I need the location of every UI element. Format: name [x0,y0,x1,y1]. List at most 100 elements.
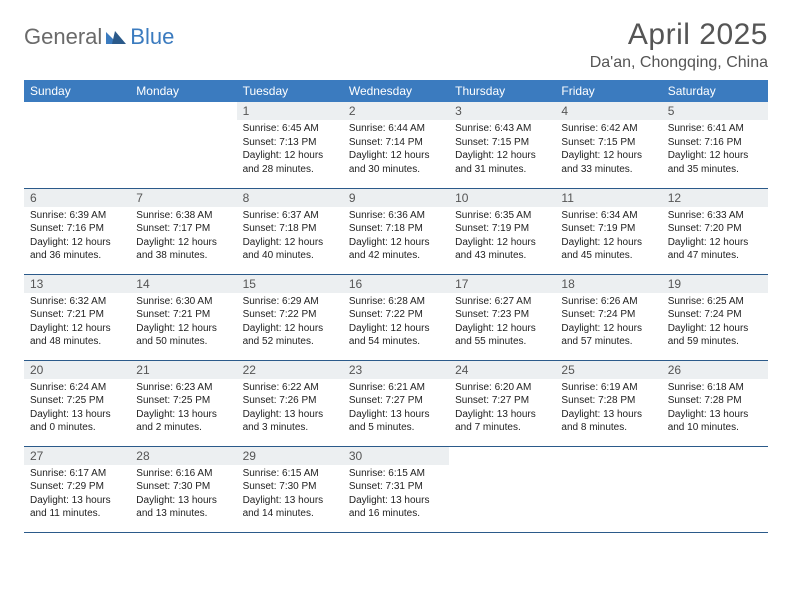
calendar-day-cell: 4Sunrise: 6:42 AMSunset: 7:15 PMDaylight… [555,102,661,188]
day-details: Sunrise: 6:30 AMSunset: 7:21 PMDaylight:… [130,293,236,353]
calendar-day-cell: .. [662,446,768,532]
day-details: Sunrise: 6:25 AMSunset: 7:24 PMDaylight:… [662,293,768,353]
logo-triangle-icon [106,24,126,50]
weekday-header: Friday [555,80,661,102]
calendar-week-row: 13Sunrise: 6:32 AMSunset: 7:21 PMDayligh… [24,274,768,360]
day-details: Sunrise: 6:37 AMSunset: 7:18 PMDaylight:… [237,207,343,267]
day-details: Sunrise: 6:45 AMSunset: 7:13 PMDaylight:… [237,120,343,180]
day-details: Sunrise: 6:15 AMSunset: 7:30 PMDaylight:… [237,465,343,525]
calendar-day-cell: 7Sunrise: 6:38 AMSunset: 7:17 PMDaylight… [130,188,236,274]
day-number: 12 [662,189,768,207]
calendar-day-cell: 10Sunrise: 6:35 AMSunset: 7:19 PMDayligh… [449,188,555,274]
day-details: Sunrise: 6:32 AMSunset: 7:21 PMDaylight:… [24,293,130,353]
day-number: 28 [130,447,236,465]
location-text: Da'an, Chongqing, China [590,54,768,72]
weekday-header-row: SundayMondayTuesdayWednesdayThursdayFrid… [24,80,768,102]
day-number: 4 [555,102,661,120]
day-details: Sunrise: 6:27 AMSunset: 7:23 PMDaylight:… [449,293,555,353]
day-details: Sunrise: 6:44 AMSunset: 7:14 PMDaylight:… [343,120,449,180]
calendar-week-row: ....1Sunrise: 6:45 AMSunset: 7:13 PMDayl… [24,102,768,188]
day-details: Sunrise: 6:29 AMSunset: 7:22 PMDaylight:… [237,293,343,353]
calendar-day-cell: 23Sunrise: 6:21 AMSunset: 7:27 PMDayligh… [343,360,449,446]
calendar-day-cell: 8Sunrise: 6:37 AMSunset: 7:18 PMDaylight… [237,188,343,274]
calendar-day-cell: .. [24,102,130,188]
calendar-table: SundayMondayTuesdayWednesdayThursdayFrid… [24,80,768,533]
calendar-day-cell: .. [555,446,661,532]
day-details: Sunrise: 6:15 AMSunset: 7:31 PMDaylight:… [343,465,449,525]
calendar-day-cell: .. [449,446,555,532]
calendar-day-cell: 28Sunrise: 6:16 AMSunset: 7:30 PMDayligh… [130,446,236,532]
header: General Blue April 2025 Da'an, Chongqing… [24,18,768,72]
calendar-day-cell: 26Sunrise: 6:18 AMSunset: 7:28 PMDayligh… [662,360,768,446]
day-details: Sunrise: 6:42 AMSunset: 7:15 PMDaylight:… [555,120,661,180]
weekday-header: Monday [130,80,236,102]
calendar-day-cell: 17Sunrise: 6:27 AMSunset: 7:23 PMDayligh… [449,274,555,360]
day-details: Sunrise: 6:28 AMSunset: 7:22 PMDaylight:… [343,293,449,353]
calendar-day-cell: 19Sunrise: 6:25 AMSunset: 7:24 PMDayligh… [662,274,768,360]
day-number: 30 [343,447,449,465]
day-number: 1 [237,102,343,120]
calendar-day-cell: 2Sunrise: 6:44 AMSunset: 7:14 PMDaylight… [343,102,449,188]
day-details: Sunrise: 6:38 AMSunset: 7:17 PMDaylight:… [130,207,236,267]
day-number: 6 [24,189,130,207]
day-number: 2 [343,102,449,120]
day-number: 13 [24,275,130,293]
day-number: 26 [662,361,768,379]
day-details: Sunrise: 6:39 AMSunset: 7:16 PMDaylight:… [24,207,130,267]
weekday-header: Tuesday [237,80,343,102]
day-details: Sunrise: 6:24 AMSunset: 7:25 PMDaylight:… [24,379,130,439]
day-number: 15 [237,275,343,293]
month-title: April 2025 [590,18,768,52]
day-number: 27 [24,447,130,465]
logo: General Blue [24,24,174,50]
day-number: 29 [237,447,343,465]
day-details: Sunrise: 6:26 AMSunset: 7:24 PMDaylight:… [555,293,661,353]
weekday-header: Thursday [449,80,555,102]
day-number: 21 [130,361,236,379]
day-details: Sunrise: 6:43 AMSunset: 7:15 PMDaylight:… [449,120,555,180]
weekday-header: Sunday [24,80,130,102]
day-number: 14 [130,275,236,293]
day-details: Sunrise: 6:19 AMSunset: 7:28 PMDaylight:… [555,379,661,439]
calendar-week-row: 6Sunrise: 6:39 AMSunset: 7:16 PMDaylight… [24,188,768,274]
day-number: 10 [449,189,555,207]
calendar-day-cell: 14Sunrise: 6:30 AMSunset: 7:21 PMDayligh… [130,274,236,360]
day-details: Sunrise: 6:35 AMSunset: 7:19 PMDaylight:… [449,207,555,267]
day-number: 3 [449,102,555,120]
day-number: 18 [555,275,661,293]
calendar-day-cell: 22Sunrise: 6:22 AMSunset: 7:26 PMDayligh… [237,360,343,446]
day-details: Sunrise: 6:17 AMSunset: 7:29 PMDaylight:… [24,465,130,525]
day-number: 23 [343,361,449,379]
calendar-day-cell: 3Sunrise: 6:43 AMSunset: 7:15 PMDaylight… [449,102,555,188]
calendar-day-cell: 1Sunrise: 6:45 AMSunset: 7:13 PMDaylight… [237,102,343,188]
calendar-day-cell: 6Sunrise: 6:39 AMSunset: 7:16 PMDaylight… [24,188,130,274]
day-number: 20 [24,361,130,379]
weekday-header: Wednesday [343,80,449,102]
day-number: 24 [449,361,555,379]
calendar-day-cell: 18Sunrise: 6:26 AMSunset: 7:24 PMDayligh… [555,274,661,360]
weekday-header: Saturday [662,80,768,102]
calendar-day-cell: 27Sunrise: 6:17 AMSunset: 7:29 PMDayligh… [24,446,130,532]
day-number: 16 [343,275,449,293]
day-number: 22 [237,361,343,379]
calendar-day-cell: 11Sunrise: 6:34 AMSunset: 7:19 PMDayligh… [555,188,661,274]
day-number: 9 [343,189,449,207]
calendar-day-cell: 9Sunrise: 6:36 AMSunset: 7:18 PMDaylight… [343,188,449,274]
day-details: Sunrise: 6:36 AMSunset: 7:18 PMDaylight:… [343,207,449,267]
day-number: 5 [662,102,768,120]
calendar-day-cell: 29Sunrise: 6:15 AMSunset: 7:30 PMDayligh… [237,446,343,532]
day-number: 17 [449,275,555,293]
calendar-day-cell: 21Sunrise: 6:23 AMSunset: 7:25 PMDayligh… [130,360,236,446]
day-number: 19 [662,275,768,293]
calendar-day-cell: .. [130,102,236,188]
day-details: Sunrise: 6:16 AMSunset: 7:30 PMDaylight:… [130,465,236,525]
day-details: Sunrise: 6:20 AMSunset: 7:27 PMDaylight:… [449,379,555,439]
day-details: Sunrise: 6:22 AMSunset: 7:26 PMDaylight:… [237,379,343,439]
calendar-day-cell: 30Sunrise: 6:15 AMSunset: 7:31 PMDayligh… [343,446,449,532]
calendar-week-row: 27Sunrise: 6:17 AMSunset: 7:29 PMDayligh… [24,446,768,532]
day-details: Sunrise: 6:23 AMSunset: 7:25 PMDaylight:… [130,379,236,439]
day-number: 11 [555,189,661,207]
calendar-day-cell: 25Sunrise: 6:19 AMSunset: 7:28 PMDayligh… [555,360,661,446]
calendar-day-cell: 16Sunrise: 6:28 AMSunset: 7:22 PMDayligh… [343,274,449,360]
calendar-day-cell: 15Sunrise: 6:29 AMSunset: 7:22 PMDayligh… [237,274,343,360]
